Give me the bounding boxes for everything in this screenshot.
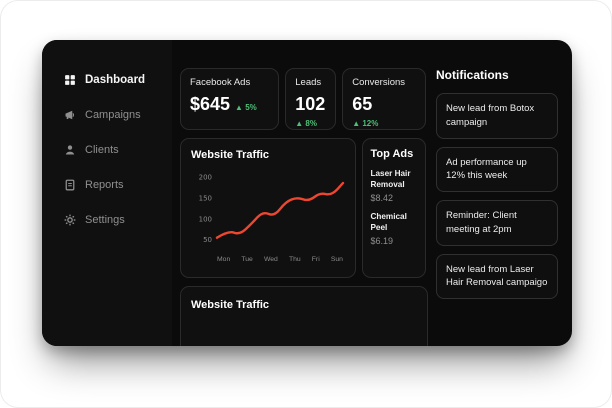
stat-card-conversions: Conversions 65 ▲ 12% <box>342 68 426 130</box>
gear-icon <box>64 214 76 226</box>
line-chart-svg: 200 150 100 50 <box>199 174 345 244</box>
traffic-line-chart: 200 150 100 50 Mon Tue Wed Thu Fri Sun <box>191 169 347 263</box>
stat-card-leads: Leads 102 ▲ 8% <box>285 68 337 130</box>
notification-text: New lead from Botox campaign <box>446 103 535 128</box>
stats-row: Facebook Ads $645 ▲ 5% Leads 102 ▲ 8% Co… <box>180 68 426 130</box>
svg-text:50: 50 <box>203 236 212 244</box>
sidebar-item-label: Campaigns <box>85 109 141 121</box>
svg-text:100: 100 <box>199 215 212 223</box>
card-title: Website Traffic <box>191 149 270 161</box>
svg-text:150: 150 <box>199 194 212 202</box>
notification-card[interactable]: New lead from Botox campaign <box>436 93 558 139</box>
notification-text: Reminder: Client meeting at 2pm <box>446 210 517 235</box>
website-traffic-card: Website Traffic 200 150 100 50 Mon Tue Wed Thu… <box>180 138 357 278</box>
sidebar-item-reports[interactable]: Reports <box>64 179 172 191</box>
card-title: Top Ads <box>370 148 414 160</box>
report-icon <box>64 179 76 191</box>
stat-title: Leads <box>295 77 322 88</box>
top-ads-card: Top Ads Laser Hair Removal $8.42 Chemica… <box>362 138 426 278</box>
svg-text:200: 200 <box>199 174 212 182</box>
notification-card[interactable]: Ad performance up 12% this week <box>436 146 558 193</box>
x-tick-label: Thu <box>288 256 301 263</box>
website-traffic-bottom-card: Website Traffic <box>180 286 428 346</box>
main-content: Facebook Ads $645 ▲ 5% Leads 102 ▲ 8% Co… <box>172 40 428 346</box>
x-tick-label: Tue <box>241 256 253 263</box>
megaphone-icon <box>64 109 76 121</box>
notification-card[interactable]: New lead from Laser Hair Removal campaig… <box>436 253 558 300</box>
stat-value: $645 <box>190 94 231 114</box>
notifications-panel: Notifications New lead from Botox campai… <box>426 40 572 346</box>
sidebar-item-campaigns[interactable]: Campaigns <box>64 109 172 121</box>
ad-price: $8.42 <box>370 193 393 204</box>
x-tick-label: Wed <box>263 256 278 263</box>
dashboard-window: Dashboard Campaigns Clients Reports Sett… <box>42 40 572 346</box>
ad-price: $6.19 <box>370 236 393 247</box>
stat-value: 102 <box>295 94 326 114</box>
ad-name: Chemical Peel <box>370 212 407 233</box>
x-tick-label: Mon <box>217 256 231 263</box>
sidebar: Dashboard Campaigns Clients Reports Sett… <box>42 40 172 346</box>
notifications-title: Notifications <box>436 68 509 82</box>
stat-title: Conversions <box>352 77 406 88</box>
x-tick-label: Sun <box>330 256 343 263</box>
stat-delta: ▲ 8% <box>295 119 317 128</box>
x-tick-label: Fri <box>311 256 320 263</box>
ad-item: Laser Hair Removal $8.42 <box>370 168 418 203</box>
sidebar-item-settings[interactable]: Settings <box>64 214 172 226</box>
stat-value: 65 <box>352 94 373 114</box>
sidebar-item-label: Reports <box>85 179 124 191</box>
notification-text: Ad performance up 12% this week <box>446 156 527 182</box>
stat-title: Facebook Ads <box>190 77 251 88</box>
stat-delta: ▲ 5% <box>235 103 257 112</box>
sidebar-item-clients[interactable]: Clients <box>64 144 172 156</box>
notification-card[interactable]: Reminder: Client meeting at 2pm <box>436 200 558 246</box>
notification-text: New lead from Laser Hair Removal campaig… <box>446 263 548 289</box>
sidebar-item-dashboard[interactable]: Dashboard <box>64 74 172 86</box>
sidebar-item-label: Clients <box>85 144 119 156</box>
x-axis-labels: Mon Tue Wed Thu Fri Sun <box>217 256 343 263</box>
sidebar-item-label: Dashboard <box>85 74 146 86</box>
ad-name: Laser Hair Removal <box>370 169 411 190</box>
sidebar-item-label: Settings <box>85 214 125 226</box>
stat-delta: ▲ 12% <box>352 119 379 128</box>
grid-icon <box>64 74 76 86</box>
user-icon <box>64 144 76 156</box>
card-title: Website Traffic <box>191 299 270 311</box>
stat-card-facebook-ads: Facebook Ads $645 ▲ 5% <box>180 68 280 130</box>
ad-item: Chemical Peel $6.19 <box>370 211 418 246</box>
charts-row: Website Traffic 200 150 100 50 Mon Tue Wed Thu… <box>180 138 426 278</box>
